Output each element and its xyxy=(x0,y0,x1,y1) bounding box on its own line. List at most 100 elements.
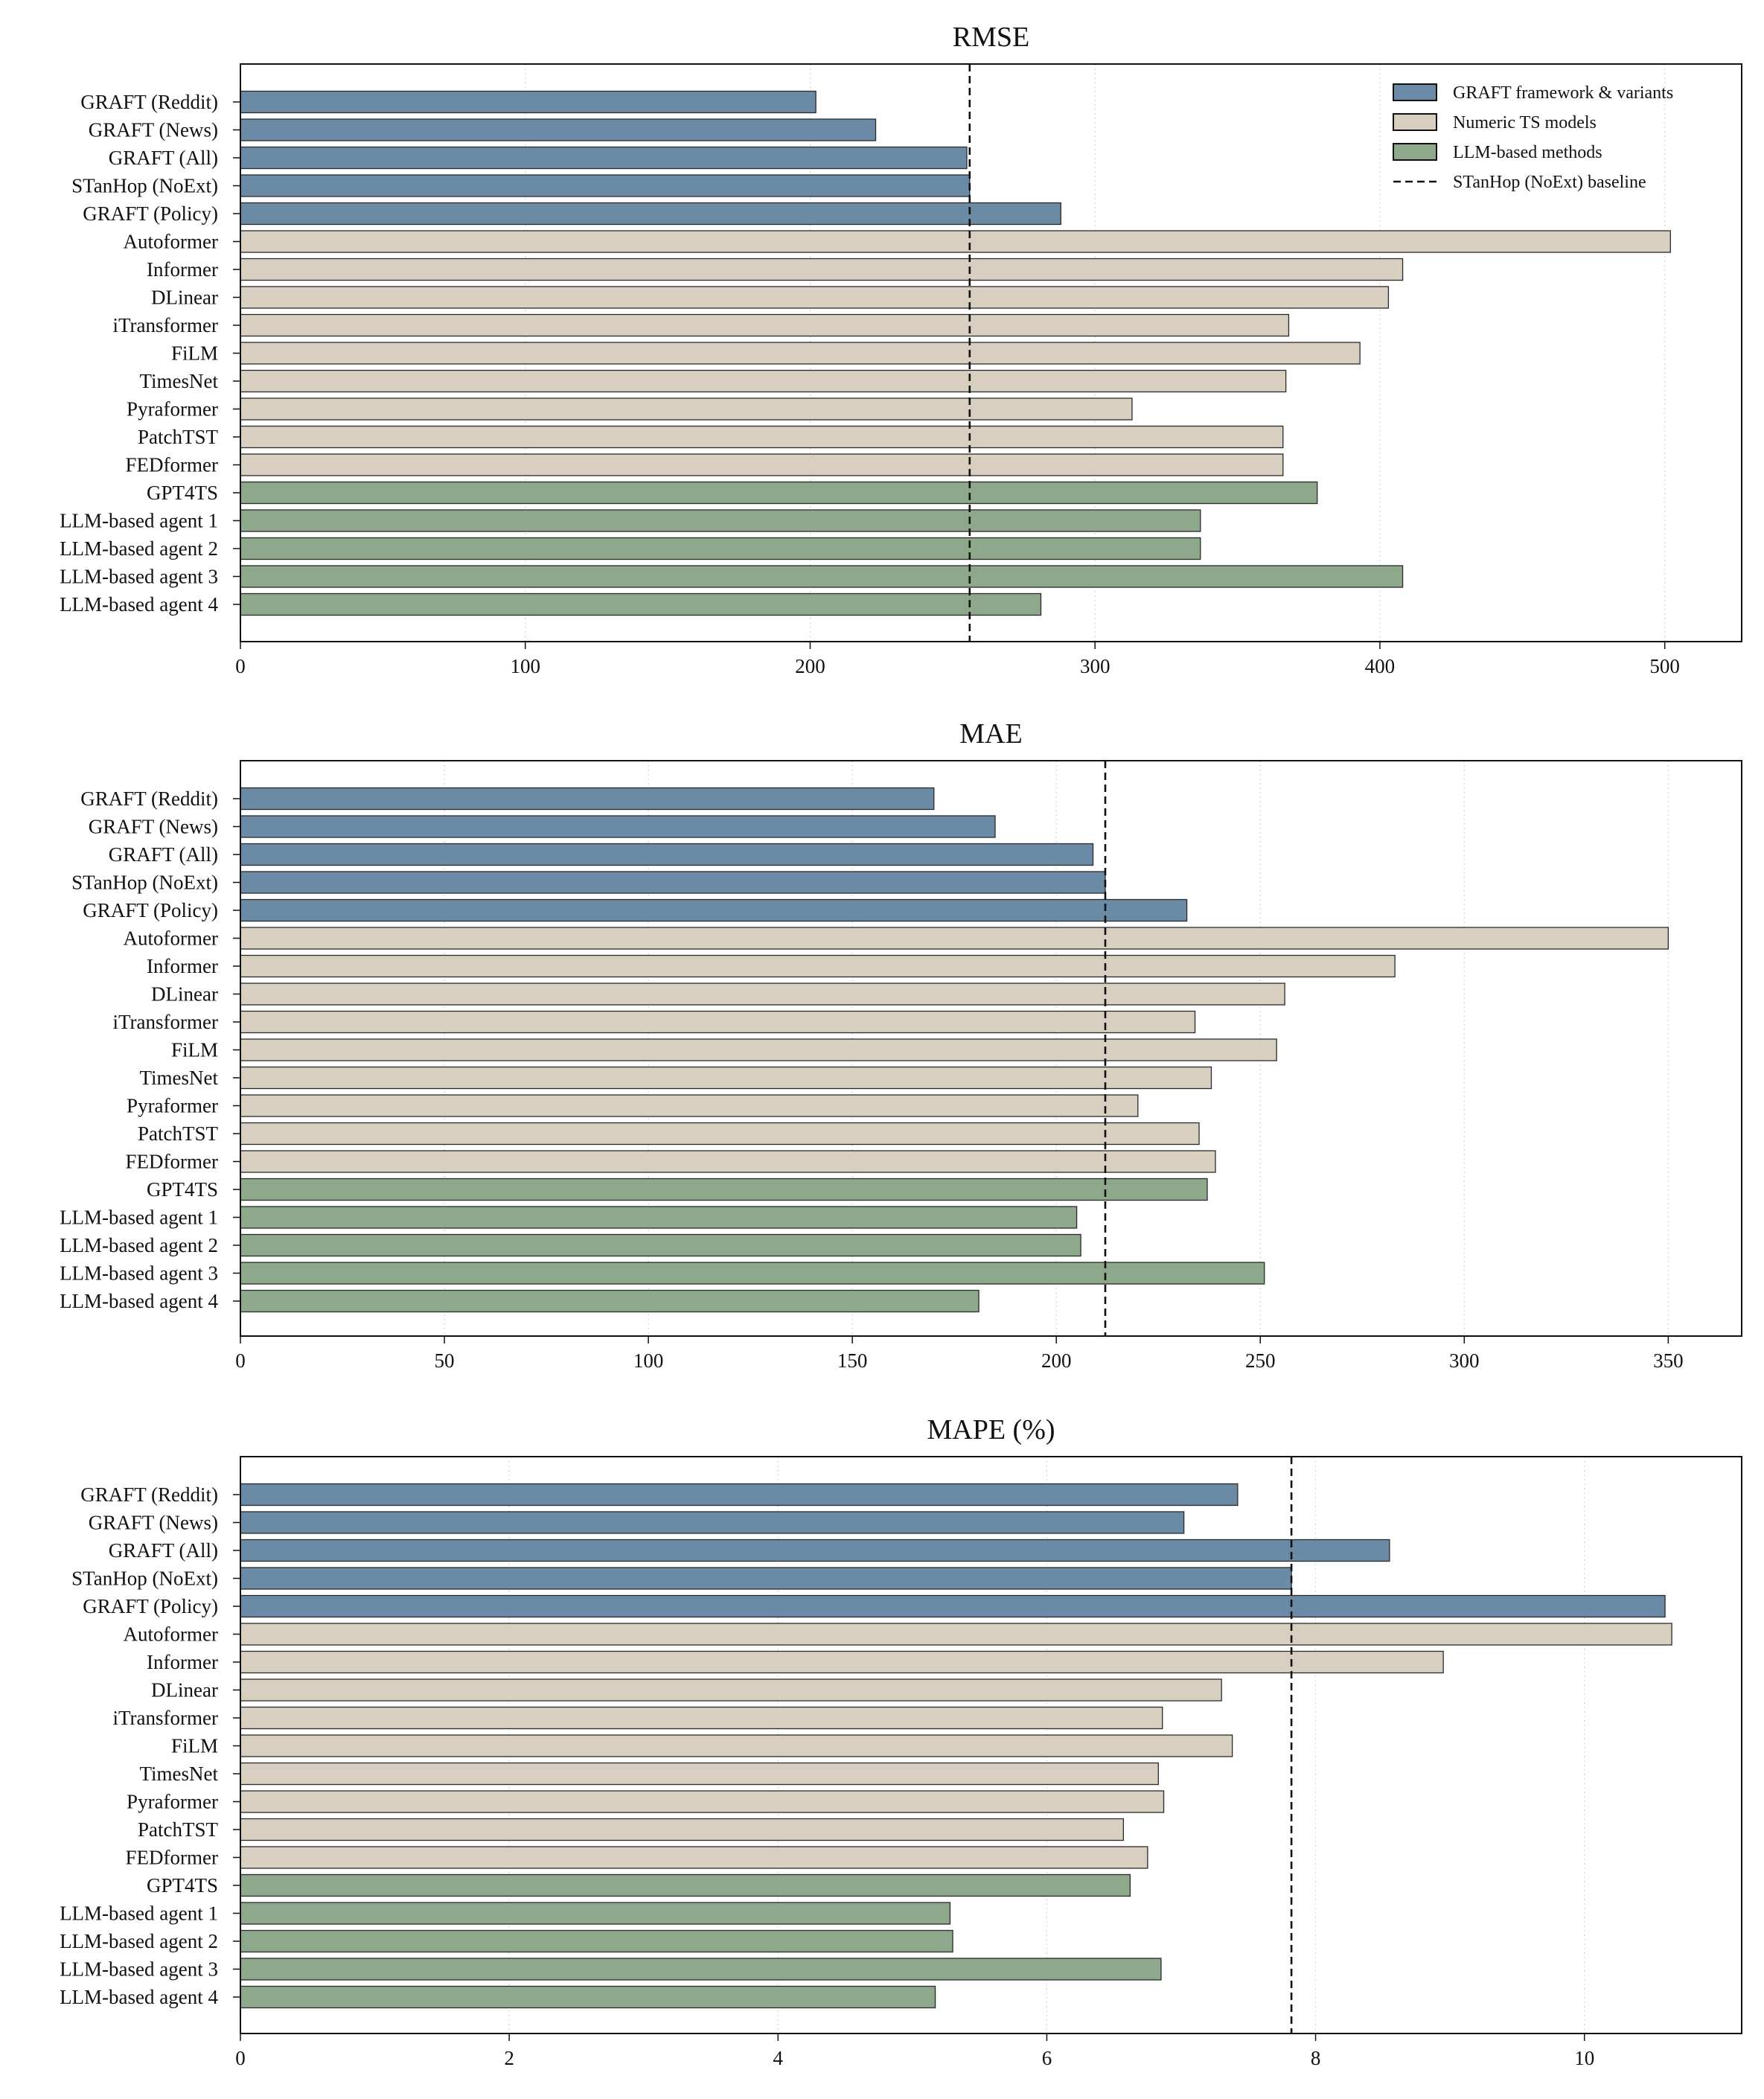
bar-graft xyxy=(240,202,1061,226)
x-tick-label: 250 xyxy=(1245,1349,1276,1372)
category-label: PatchTST xyxy=(138,426,218,448)
category-label: LLM-based agent 3 xyxy=(60,1262,218,1285)
category-label: Informer xyxy=(147,1651,218,1673)
bar-graft xyxy=(240,1511,1185,1534)
category-label: DLinear xyxy=(151,983,218,1006)
legend-label: STanHop (NoExt) baseline xyxy=(1453,173,1646,192)
category-label: Autoformer xyxy=(124,1623,218,1646)
category-label: Autoformer xyxy=(124,231,218,253)
bar-graft xyxy=(240,1483,1239,1507)
x-tick-label: 6 xyxy=(1042,2047,1052,2069)
category-label: GRAFT (News) xyxy=(89,119,218,141)
category-label: GPT4TS xyxy=(147,482,218,504)
bar-llm xyxy=(240,537,1201,560)
category-label: LLM-based agent 4 xyxy=(60,1290,218,1312)
category-label: LLM-based agent 1 xyxy=(60,510,218,532)
bar-llm xyxy=(240,1178,1208,1201)
category-label: GRAFT (Reddit) xyxy=(80,1483,218,1506)
chart-title: RMSE xyxy=(953,22,1029,53)
bar-llm xyxy=(240,1902,951,1925)
category-label: STanHop (NoExt) xyxy=(71,1568,218,1590)
bar-graft xyxy=(240,1594,1666,1618)
category-label: Pyraformer xyxy=(127,398,218,421)
legend-label: LLM-based methods xyxy=(1453,143,1602,162)
plot-frame xyxy=(240,63,1742,642)
bar-graft xyxy=(240,843,1094,866)
bar-llm xyxy=(240,1206,1078,1229)
x-tick-label: 400 xyxy=(1365,655,1396,677)
x-tick-label: 0 xyxy=(235,655,246,677)
bar-graft xyxy=(240,815,996,838)
bar-llm xyxy=(240,565,1404,588)
bar-graft xyxy=(240,146,968,170)
category-label: GRAFT (Policy) xyxy=(83,1595,218,1617)
bar-numeric xyxy=(240,258,1404,281)
bar-numeric xyxy=(240,1122,1200,1146)
category-label: LLM-based agent 1 xyxy=(60,1207,218,1229)
category-label: GPT4TS xyxy=(147,1874,218,1897)
bar-numeric xyxy=(240,230,1671,253)
plot-frame xyxy=(240,760,1742,1337)
category-label: Informer xyxy=(147,258,218,281)
bar-numeric xyxy=(240,313,1290,337)
bar-numeric xyxy=(240,342,1361,365)
bar-numeric xyxy=(240,1038,1277,1061)
bar-numeric xyxy=(240,369,1287,393)
category-label: LLM-based agent 3 xyxy=(60,1958,218,1981)
category-label: GRAFT (All) xyxy=(109,1539,218,1562)
bar-llm xyxy=(240,1873,1131,1897)
category-label: GRAFT (News) xyxy=(89,816,218,838)
x-tick-label: 100 xyxy=(510,655,540,677)
bar-graft xyxy=(240,787,935,811)
x-tick-label: 150 xyxy=(837,1349,868,1372)
category-label: LLM-based agent 4 xyxy=(60,1986,218,2008)
bar-numeric xyxy=(240,954,1396,978)
category-label: Pyraformer xyxy=(127,1095,218,1117)
category-label: GRAFT (Policy) xyxy=(83,202,218,225)
category-label: LLM-based agent 2 xyxy=(60,1930,218,1952)
bar-llm xyxy=(240,1289,980,1313)
x-tick-label: 300 xyxy=(1449,1349,1480,1372)
category-label: iTransformer xyxy=(113,314,219,336)
x-tick-label: 10 xyxy=(1574,2047,1594,2069)
legend-swatch xyxy=(1393,143,1437,161)
bar-numeric xyxy=(240,1623,1672,1646)
category-label: Autoformer xyxy=(124,927,218,950)
x-tick-label: 100 xyxy=(633,1349,664,1372)
category-label: FiLM xyxy=(171,1039,218,1061)
bar-graft xyxy=(240,118,877,141)
category-label: STanHop (NoExt) xyxy=(71,175,218,197)
bar-numeric xyxy=(240,1678,1222,1702)
category-label: GRAFT (All) xyxy=(109,843,218,866)
category-label: FEDformer xyxy=(126,1151,218,1173)
plot-frame xyxy=(240,1456,1742,2034)
chart-2: MAPE (%) GRAFT (Reddit) GRAFT (News) GRAFT … xyxy=(60,1414,1742,2069)
bar-graft xyxy=(240,174,971,197)
chart-0: RMSE GRAFT (Reddit) GRAFT (News) GRAFT (All… xyxy=(60,22,1742,677)
x-tick-label: 0 xyxy=(235,1349,246,1372)
bar-numeric xyxy=(240,1790,1165,1813)
bar-numeric xyxy=(240,1010,1196,1034)
chart-title: MAE xyxy=(959,718,1022,750)
bar-numeric xyxy=(240,453,1284,476)
chart-1: MAE GRAFT (Reddit) GRAFT (News) GRAFT (All)… xyxy=(60,718,1742,1372)
bar-numeric xyxy=(240,1762,1159,1786)
bar-graft xyxy=(240,1567,1292,1590)
bar-graft xyxy=(240,90,817,114)
category-label: Informer xyxy=(147,955,218,977)
bar-llm xyxy=(240,1262,1265,1285)
bar-numeric xyxy=(240,1734,1233,1757)
bar-llm xyxy=(240,481,1318,505)
x-tick-label: 300 xyxy=(1080,655,1111,677)
x-tick-label: 4 xyxy=(773,2047,784,2069)
bar-numeric xyxy=(240,397,1133,421)
bar-numeric xyxy=(240,286,1390,309)
category-label: TimesNet xyxy=(139,370,218,392)
bar-llm xyxy=(240,592,1042,616)
category-label: FiLM xyxy=(171,1735,218,1757)
legend-label: Numeric TS models xyxy=(1453,113,1597,132)
category-label: GRAFT (Reddit) xyxy=(80,91,218,113)
x-tick-label: 200 xyxy=(1041,1349,1072,1372)
bar-graft xyxy=(240,1539,1390,1562)
x-tick-label: 500 xyxy=(1649,655,1680,677)
